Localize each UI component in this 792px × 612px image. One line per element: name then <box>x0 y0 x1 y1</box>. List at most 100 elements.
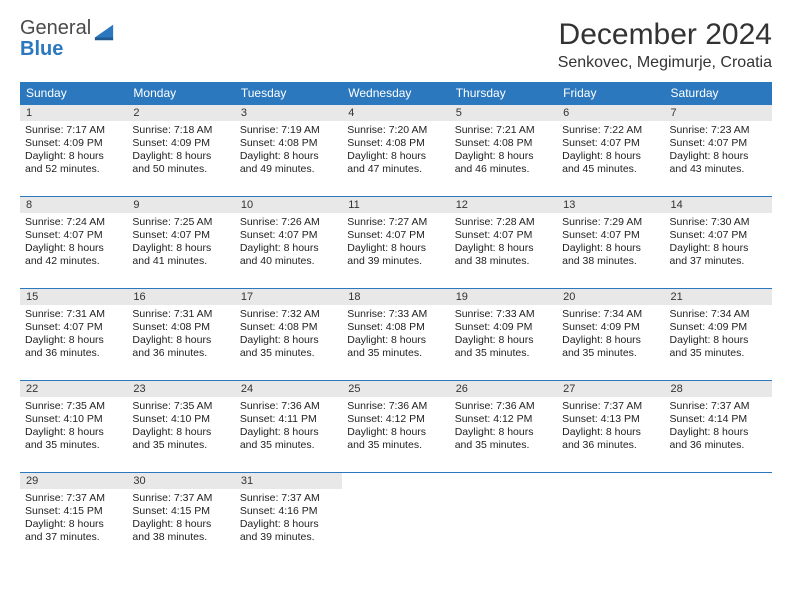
calendar-cell: 4Sunrise: 7:20 AMSunset: 4:08 PMDaylight… <box>342 105 449 197</box>
calendar-cell: 17Sunrise: 7:32 AMSunset: 4:08 PMDayligh… <box>235 289 342 381</box>
day-number: 21 <box>665 289 772 305</box>
daylight-text: Daylight: 8 hours and 43 minutes. <box>670 150 767 176</box>
daylight-text: Daylight: 8 hours and 35 minutes. <box>455 334 552 360</box>
day-number: 27 <box>557 381 664 397</box>
sunset-text: Sunset: 4:10 PM <box>25 413 122 426</box>
day-body: Sunrise: 7:21 AMSunset: 4:08 PMDaylight:… <box>450 121 557 181</box>
daylight-text: Daylight: 8 hours and 45 minutes. <box>562 150 659 176</box>
calendar-cell: 21Sunrise: 7:34 AMSunset: 4:09 PMDayligh… <box>665 289 772 381</box>
header: General Blue December 2024 Senkovec, Meg… <box>20 18 772 72</box>
daylight-text: Daylight: 8 hours and 42 minutes. <box>25 242 122 268</box>
daylight-text: Daylight: 8 hours and 38 minutes. <box>132 518 229 544</box>
calendar-cell: 14Sunrise: 7:30 AMSunset: 4:07 PMDayligh… <box>665 197 772 289</box>
daylight-text: Daylight: 8 hours and 41 minutes. <box>132 242 229 268</box>
daylight-text: Daylight: 8 hours and 52 minutes. <box>25 150 122 176</box>
day-body: Sunrise: 7:31 AMSunset: 4:07 PMDaylight:… <box>20 305 127 365</box>
day-number: 18 <box>342 289 449 305</box>
day-number: 5 <box>450 105 557 121</box>
calendar-cell: 10Sunrise: 7:26 AMSunset: 4:07 PMDayligh… <box>235 197 342 289</box>
daylight-text: Daylight: 8 hours and 35 minutes. <box>25 426 122 452</box>
day-body: Sunrise: 7:36 AMSunset: 4:12 PMDaylight:… <box>450 397 557 457</box>
sunset-text: Sunset: 4:07 PM <box>455 229 552 242</box>
sunrise-text: Sunrise: 7:37 AM <box>25 492 122 505</box>
day-body: Sunrise: 7:35 AMSunset: 4:10 PMDaylight:… <box>127 397 234 457</box>
day-number: 31 <box>235 473 342 489</box>
sunset-text: Sunset: 4:08 PM <box>240 321 337 334</box>
day-body: Sunrise: 7:34 AMSunset: 4:09 PMDaylight:… <box>665 305 772 365</box>
day-body: Sunrise: 7:26 AMSunset: 4:07 PMDaylight:… <box>235 213 342 273</box>
day-number: 24 <box>235 381 342 397</box>
day-number: 19 <box>450 289 557 305</box>
calendar-cell: 12Sunrise: 7:28 AMSunset: 4:07 PMDayligh… <box>450 197 557 289</box>
sunset-text: Sunset: 4:09 PM <box>132 137 229 150</box>
day-number: 2 <box>127 105 234 121</box>
sunrise-text: Sunrise: 7:25 AM <box>132 216 229 229</box>
sunrise-text: Sunrise: 7:37 AM <box>670 400 767 413</box>
sunset-text: Sunset: 4:09 PM <box>670 321 767 334</box>
day-body: Sunrise: 7:20 AMSunset: 4:08 PMDaylight:… <box>342 121 449 181</box>
weekday-friday: Friday <box>557 82 664 105</box>
daylight-text: Daylight: 8 hours and 35 minutes. <box>455 426 552 452</box>
day-body: Sunrise: 7:31 AMSunset: 4:08 PMDaylight:… <box>127 305 234 365</box>
sunrise-text: Sunrise: 7:26 AM <box>240 216 337 229</box>
day-body: Sunrise: 7:23 AMSunset: 4:07 PMDaylight:… <box>665 121 772 181</box>
sunset-text: Sunset: 4:09 PM <box>562 321 659 334</box>
day-body: Sunrise: 7:28 AMSunset: 4:07 PMDaylight:… <box>450 213 557 273</box>
daylight-text: Daylight: 8 hours and 38 minutes. <box>562 242 659 268</box>
calendar-cell: 6Sunrise: 7:22 AMSunset: 4:07 PMDaylight… <box>557 105 664 197</box>
sunrise-text: Sunrise: 7:34 AM <box>562 308 659 321</box>
calendar-row: 22Sunrise: 7:35 AMSunset: 4:10 PMDayligh… <box>20 381 772 473</box>
daylight-text: Daylight: 8 hours and 36 minutes. <box>25 334 122 360</box>
daylight-text: Daylight: 8 hours and 49 minutes. <box>240 150 337 176</box>
calendar-cell: 22Sunrise: 7:35 AMSunset: 4:10 PMDayligh… <box>20 381 127 473</box>
day-number: 14 <box>665 197 772 213</box>
day-body: Sunrise: 7:24 AMSunset: 4:07 PMDaylight:… <box>20 213 127 273</box>
day-body: Sunrise: 7:37 AMSunset: 4:15 PMDaylight:… <box>127 489 234 549</box>
weekday-sunday: Sunday <box>20 82 127 105</box>
daylight-text: Daylight: 8 hours and 35 minutes. <box>670 334 767 360</box>
sunset-text: Sunset: 4:08 PM <box>132 321 229 334</box>
sunrise-text: Sunrise: 7:36 AM <box>240 400 337 413</box>
sunset-text: Sunset: 4:07 PM <box>562 137 659 150</box>
sunset-text: Sunset: 4:15 PM <box>132 505 229 518</box>
weekday-thursday: Thursday <box>450 82 557 105</box>
calendar-cell: 11Sunrise: 7:27 AMSunset: 4:07 PMDayligh… <box>342 197 449 289</box>
calendar-cell <box>665 473 772 565</box>
sunset-text: Sunset: 4:08 PM <box>347 137 444 150</box>
sunrise-text: Sunrise: 7:32 AM <box>240 308 337 321</box>
sunset-text: Sunset: 4:09 PM <box>455 321 552 334</box>
sunrise-text: Sunrise: 7:33 AM <box>455 308 552 321</box>
calendar-cell: 3Sunrise: 7:19 AMSunset: 4:08 PMDaylight… <box>235 105 342 197</box>
calendar-cell: 24Sunrise: 7:36 AMSunset: 4:11 PMDayligh… <box>235 381 342 473</box>
sunrise-text: Sunrise: 7:37 AM <box>240 492 337 505</box>
day-number: 4 <box>342 105 449 121</box>
logo-text: General Blue <box>20 18 91 60</box>
sunset-text: Sunset: 4:08 PM <box>455 137 552 150</box>
sunset-text: Sunset: 4:12 PM <box>455 413 552 426</box>
calendar-cell: 27Sunrise: 7:37 AMSunset: 4:13 PMDayligh… <box>557 381 664 473</box>
day-body: Sunrise: 7:25 AMSunset: 4:07 PMDaylight:… <box>127 213 234 273</box>
day-number: 23 <box>127 381 234 397</box>
daylight-text: Daylight: 8 hours and 39 minutes. <box>347 242 444 268</box>
calendar-cell: 7Sunrise: 7:23 AMSunset: 4:07 PMDaylight… <box>665 105 772 197</box>
calendar-cell: 30Sunrise: 7:37 AMSunset: 4:15 PMDayligh… <box>127 473 234 565</box>
day-body: Sunrise: 7:35 AMSunset: 4:10 PMDaylight:… <box>20 397 127 457</box>
day-number: 26 <box>450 381 557 397</box>
sunset-text: Sunset: 4:14 PM <box>670 413 767 426</box>
day-number: 8 <box>20 197 127 213</box>
sunset-text: Sunset: 4:11 PM <box>240 413 337 426</box>
day-body: Sunrise: 7:29 AMSunset: 4:07 PMDaylight:… <box>557 213 664 273</box>
day-body: Sunrise: 7:36 AMSunset: 4:11 PMDaylight:… <box>235 397 342 457</box>
sunrise-text: Sunrise: 7:22 AM <box>562 124 659 137</box>
day-body: Sunrise: 7:22 AMSunset: 4:07 PMDaylight:… <box>557 121 664 181</box>
day-body: Sunrise: 7:36 AMSunset: 4:12 PMDaylight:… <box>342 397 449 457</box>
page-title: December 2024 <box>558 18 772 52</box>
calendar-cell: 1Sunrise: 7:17 AMSunset: 4:09 PMDaylight… <box>20 105 127 197</box>
daylight-text: Daylight: 8 hours and 46 minutes. <box>455 150 552 176</box>
calendar-row: 29Sunrise: 7:37 AMSunset: 4:15 PMDayligh… <box>20 473 772 565</box>
sunrise-text: Sunrise: 7:23 AM <box>670 124 767 137</box>
logo: General Blue <box>20 18 115 60</box>
daylight-text: Daylight: 8 hours and 47 minutes. <box>347 150 444 176</box>
day-number: 25 <box>342 381 449 397</box>
daylight-text: Daylight: 8 hours and 50 minutes. <box>132 150 229 176</box>
